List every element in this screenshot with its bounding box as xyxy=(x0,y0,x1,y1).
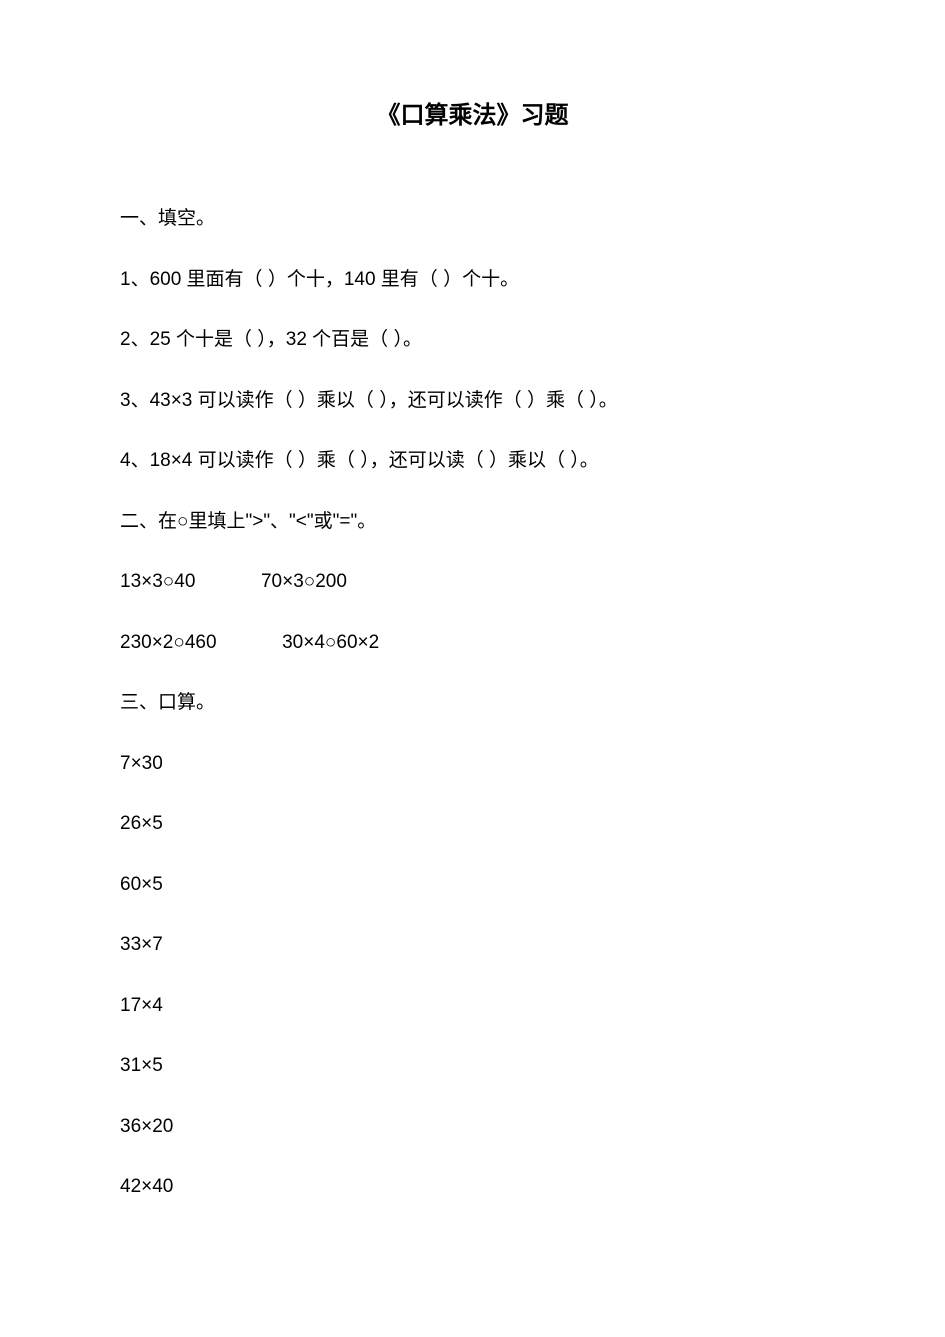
question-1-1: 1、600 里面有（ ）个十，140 里有（ ）个十。 xyxy=(120,266,825,295)
comparison-row-1: 13×3○40 70×3○200 xyxy=(120,568,825,597)
calc-line-6: 31×5 xyxy=(120,1052,825,1081)
document-title: 《口算乘法》习题 xyxy=(120,95,825,130)
section-2-heading: 二、在○里填上">"、"<"或"="。 xyxy=(120,508,825,537)
comparison-row-2: 230×2○460 30×4○60×2 xyxy=(120,629,825,658)
calc-line-5: 17×4 xyxy=(120,992,825,1021)
calc-line-1: 7×30 xyxy=(120,750,825,779)
calc-line-3: 60×5 xyxy=(120,871,825,900)
calc-line-4: 33×7 xyxy=(120,931,825,960)
comparison-item-2-2: 30×4○60×2 xyxy=(282,629,379,658)
question-1-2: 2、25 个十是（ ），32 个百是（ ）。 xyxy=(120,326,825,355)
comparison-item-2-1: 230×2○460 xyxy=(120,629,217,658)
calc-line-7: 36×20 xyxy=(120,1113,825,1142)
section-3-heading: 三、口算。 xyxy=(120,689,825,718)
question-1-4: 4、18×4 可以读作（ ）乘（ ），还可以读（ ）乘以（ ）。 xyxy=(120,447,825,476)
calc-line-8: 42×40 xyxy=(120,1173,825,1202)
question-1-3: 3、43×3 可以读作（ ）乘以（ ），还可以读作（ ）乘（ ）。 xyxy=(120,387,825,416)
calc-line-2: 26×5 xyxy=(120,810,825,839)
comparison-item-1-2: 70×3○200 xyxy=(261,568,347,597)
comparison-item-1-1: 13×3○40 xyxy=(120,568,195,597)
section-1-heading: 一、填空。 xyxy=(120,205,825,234)
